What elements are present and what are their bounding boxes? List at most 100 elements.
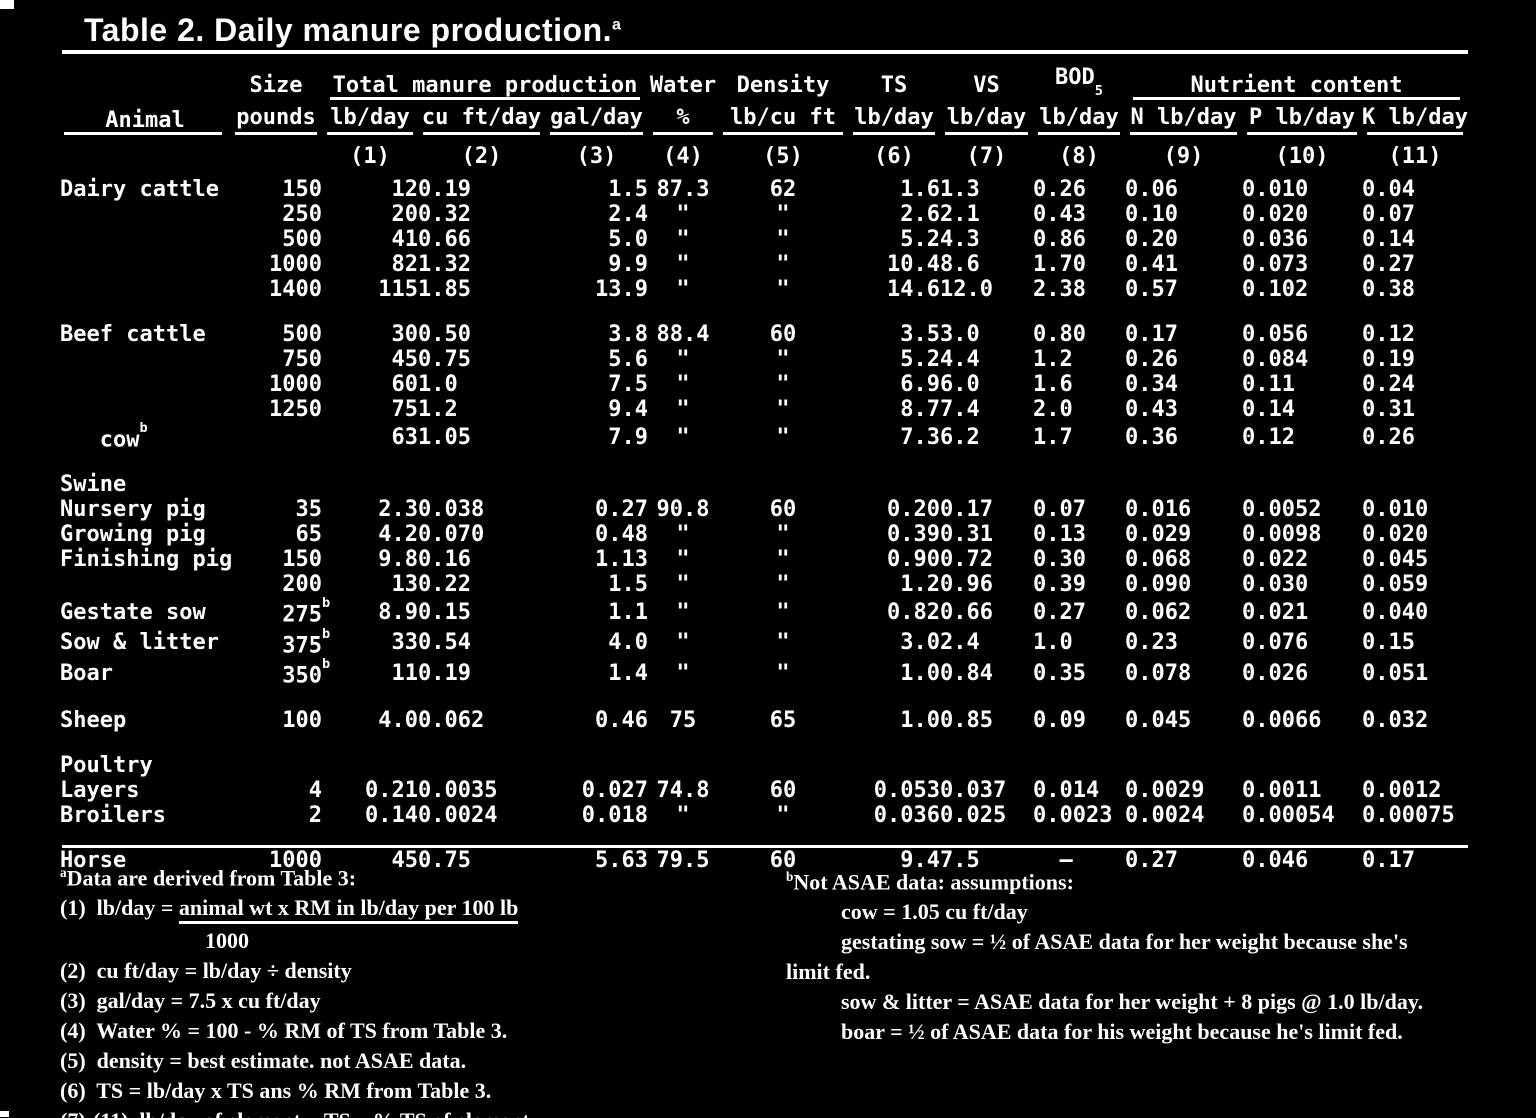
value-cell: 0.20 bbox=[887, 497, 940, 523]
animal-cell bbox=[60, 202, 230, 227]
value-cell: " bbox=[776, 372, 790, 397]
value-cell: 0.26 bbox=[1125, 347, 1178, 372]
value-cell: 2 bbox=[308, 803, 322, 829]
value-cell: 60 bbox=[769, 322, 797, 347]
value-cell: 0.46 bbox=[595, 708, 648, 734]
table-row: Dairy cattle 150 12 0.19 1.5 87.3 62 1.6 1.3 0.26… bbox=[60, 177, 1468, 202]
value-cell: 0.037 bbox=[940, 778, 1007, 804]
value-cell: 0.06 bbox=[1125, 177, 1178, 202]
value-cell: 0.43 bbox=[1033, 202, 1086, 227]
footnote-a: aData are derived from Table 3: (1) lb/d… bbox=[60, 858, 720, 1118]
value-cell: 41 bbox=[391, 227, 419, 252]
value-cell: 4 bbox=[308, 778, 322, 804]
table-row: Layers 4 0.21 0.0035 0.027 74.8 60 0.053 0.037 0.… bbox=[60, 778, 1468, 803]
animal-cell bbox=[60, 277, 230, 302]
value-cell: 62 bbox=[769, 177, 797, 202]
value-cell: 1.4 bbox=[608, 660, 648, 686]
value-cell: 0.41 bbox=[1125, 252, 1178, 277]
value-cell: 6.0 bbox=[940, 372, 980, 397]
value-cell: 65 bbox=[769, 708, 797, 734]
value-cell: 4.0 bbox=[608, 630, 648, 656]
value-cell: 9.9 bbox=[608, 252, 648, 277]
value-cell: 0.26 bbox=[1362, 424, 1415, 450]
value-cell: 0.078 bbox=[1125, 660, 1192, 686]
value-cell: 500 bbox=[282, 227, 322, 252]
value-cell: 0.062 bbox=[418, 708, 485, 734]
value-cell: 375b bbox=[282, 625, 331, 658]
spacer-row bbox=[60, 302, 1468, 322]
value-cell: 8.9 bbox=[378, 599, 418, 625]
col-number: (5) bbox=[763, 143, 803, 169]
table-title-text: Table 2. Daily manure production. bbox=[84, 12, 612, 48]
value-cell: 0.038 bbox=[418, 497, 485, 523]
scan-artifact bbox=[0, 0, 14, 9]
header-lb-day: lb/day bbox=[322, 100, 418, 135]
value-cell: 1.6 bbox=[900, 177, 940, 202]
col-number: (10) bbox=[1275, 143, 1329, 169]
animal-cell: Layers bbox=[60, 778, 140, 804]
value-cell: 1.3 bbox=[940, 177, 980, 202]
value-cell: 33 bbox=[391, 630, 419, 656]
value-cell: 1.5 bbox=[608, 177, 648, 202]
header-animal: Animal bbox=[60, 56, 230, 135]
value-cell: 3.0 bbox=[940, 322, 980, 347]
value-cell: 0.75 bbox=[418, 347, 471, 372]
value-cell: 0.076 bbox=[1242, 630, 1309, 656]
header-water: Water bbox=[649, 73, 717, 98]
value-cell: 250 bbox=[282, 202, 322, 227]
value-cell: 0.00075 bbox=[1362, 803, 1455, 829]
value-cell: 1.2 bbox=[418, 397, 458, 422]
value-cell: " bbox=[776, 347, 790, 372]
manure-production-table: Animal Size Total manure production Wate… bbox=[60, 56, 1468, 874]
value-cell: 1.0 bbox=[900, 708, 940, 734]
value-cell: " bbox=[676, 424, 690, 450]
animal-cell: Beef cattle bbox=[60, 322, 206, 347]
value-cell: " bbox=[676, 277, 690, 302]
value-cell: 115 bbox=[378, 277, 418, 302]
value-cell: 9.4 bbox=[608, 397, 648, 422]
value-cell: 0.31 bbox=[1362, 397, 1415, 422]
value-cell: " bbox=[676, 372, 690, 397]
value-cell: 1000 bbox=[269, 252, 322, 277]
col-number: (9) bbox=[1163, 143, 1204, 169]
value-cell: " bbox=[776, 599, 790, 625]
section-row: Swine bbox=[60, 472, 1468, 497]
table-row: 200 13 0.22 1.5 " " 1.2 0.96 0.39 0.090 0.030 0.059 bbox=[60, 572, 1468, 597]
value-cell: 0.0012 bbox=[1362, 778, 1442, 804]
header-lb-cuft: lb/cu ft bbox=[718, 100, 848, 135]
value-cell: 82 bbox=[391, 252, 419, 277]
footnote-a-marker: a bbox=[60, 865, 67, 880]
value-cell: " bbox=[676, 202, 690, 227]
value-cell: 0.75 bbox=[418, 848, 471, 874]
value-cell: " bbox=[676, 347, 690, 372]
value-cell: 0.021 bbox=[1242, 599, 1309, 625]
value-cell: 0.50 bbox=[418, 322, 471, 347]
value-cell: 0.032 bbox=[1362, 708, 1429, 734]
header-gal-day: gal/day bbox=[545, 100, 648, 135]
header-bod: BOD5 bbox=[1055, 64, 1103, 100]
value-cell: 1.2 bbox=[1033, 347, 1073, 372]
value-cell: 0.026 bbox=[1242, 660, 1309, 686]
animal-cell: Nursery pig bbox=[60, 497, 206, 523]
value-cell: 0.39 bbox=[887, 522, 940, 548]
value-cell: 45 bbox=[391, 848, 419, 874]
animal-cell bbox=[60, 227, 230, 252]
value-cell: 7.5 bbox=[940, 848, 980, 874]
value-cell: 0.025 bbox=[940, 803, 1007, 829]
header-cuft-day: cu ft/day bbox=[418, 100, 545, 135]
header-n-lb-day: N lb/day bbox=[1125, 100, 1242, 135]
value-cell: 2.1 bbox=[940, 202, 980, 227]
value-cell: 30 bbox=[391, 322, 419, 347]
value-cell: 0.018 bbox=[581, 803, 648, 829]
animal-cell bbox=[60, 252, 230, 277]
value-cell: 4.4 bbox=[940, 347, 980, 372]
value-cell: 60 bbox=[769, 848, 797, 874]
value-cell: 0.24 bbox=[1362, 372, 1415, 397]
value-cell: 75 bbox=[669, 708, 697, 734]
value-cell: " bbox=[676, 630, 690, 656]
animal-cell bbox=[60, 572, 230, 597]
table-title: Table 2. Daily manure production.a bbox=[84, 12, 621, 49]
bod-subscript: 5 bbox=[1094, 83, 1103, 100]
value-cell: 0.72 bbox=[940, 547, 993, 573]
value-cell: 60 bbox=[769, 497, 797, 523]
